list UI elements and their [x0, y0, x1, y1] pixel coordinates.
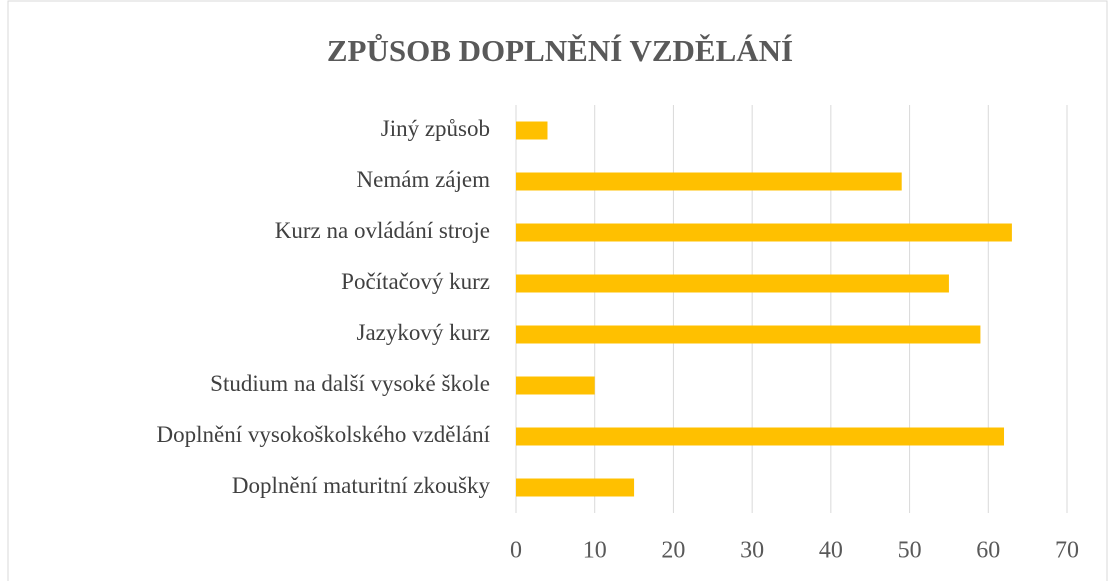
bar: [516, 172, 902, 191]
bar: [516, 376, 595, 395]
chart-title: ZPŮSOB DOPLNĚNÍ VZDĚLÁNÍ: [327, 32, 793, 68]
bar: [516, 427, 1005, 446]
x-tick-label: 40: [819, 538, 843, 564]
x-tick-label: 60: [976, 538, 1000, 564]
bar: [516, 223, 1012, 242]
x-tick-label: 0: [510, 538, 522, 564]
y-tick-label: Nemám zájem: [357, 167, 491, 192]
chart-border: [7, 0, 1108, 581]
y-tick-label: Kurz na ovládání stroje: [275, 218, 490, 243]
y-tick-label: Doplnění maturitní zkoušky: [232, 473, 491, 498]
x-tick-label: 30: [740, 538, 764, 564]
x-tick-label: 10: [583, 538, 607, 564]
y-tick-label: Doplnění vysokoškolského vzdělání: [157, 422, 491, 447]
y-tick-label: Počítačový kurz: [341, 269, 490, 294]
y-tick-label: Jazykový kurz: [357, 320, 491, 345]
x-tick-label: 50: [898, 538, 922, 564]
x-tick-label: 70: [1055, 538, 1079, 564]
x-tick-label: 20: [661, 538, 685, 564]
bar: [516, 274, 949, 293]
bar: [516, 478, 635, 497]
bar: [516, 121, 548, 140]
bar: [516, 325, 981, 344]
y-tick-label: Studium na další vysoké škole: [210, 371, 490, 396]
y-tick-label: Jiný způsob: [381, 116, 490, 141]
